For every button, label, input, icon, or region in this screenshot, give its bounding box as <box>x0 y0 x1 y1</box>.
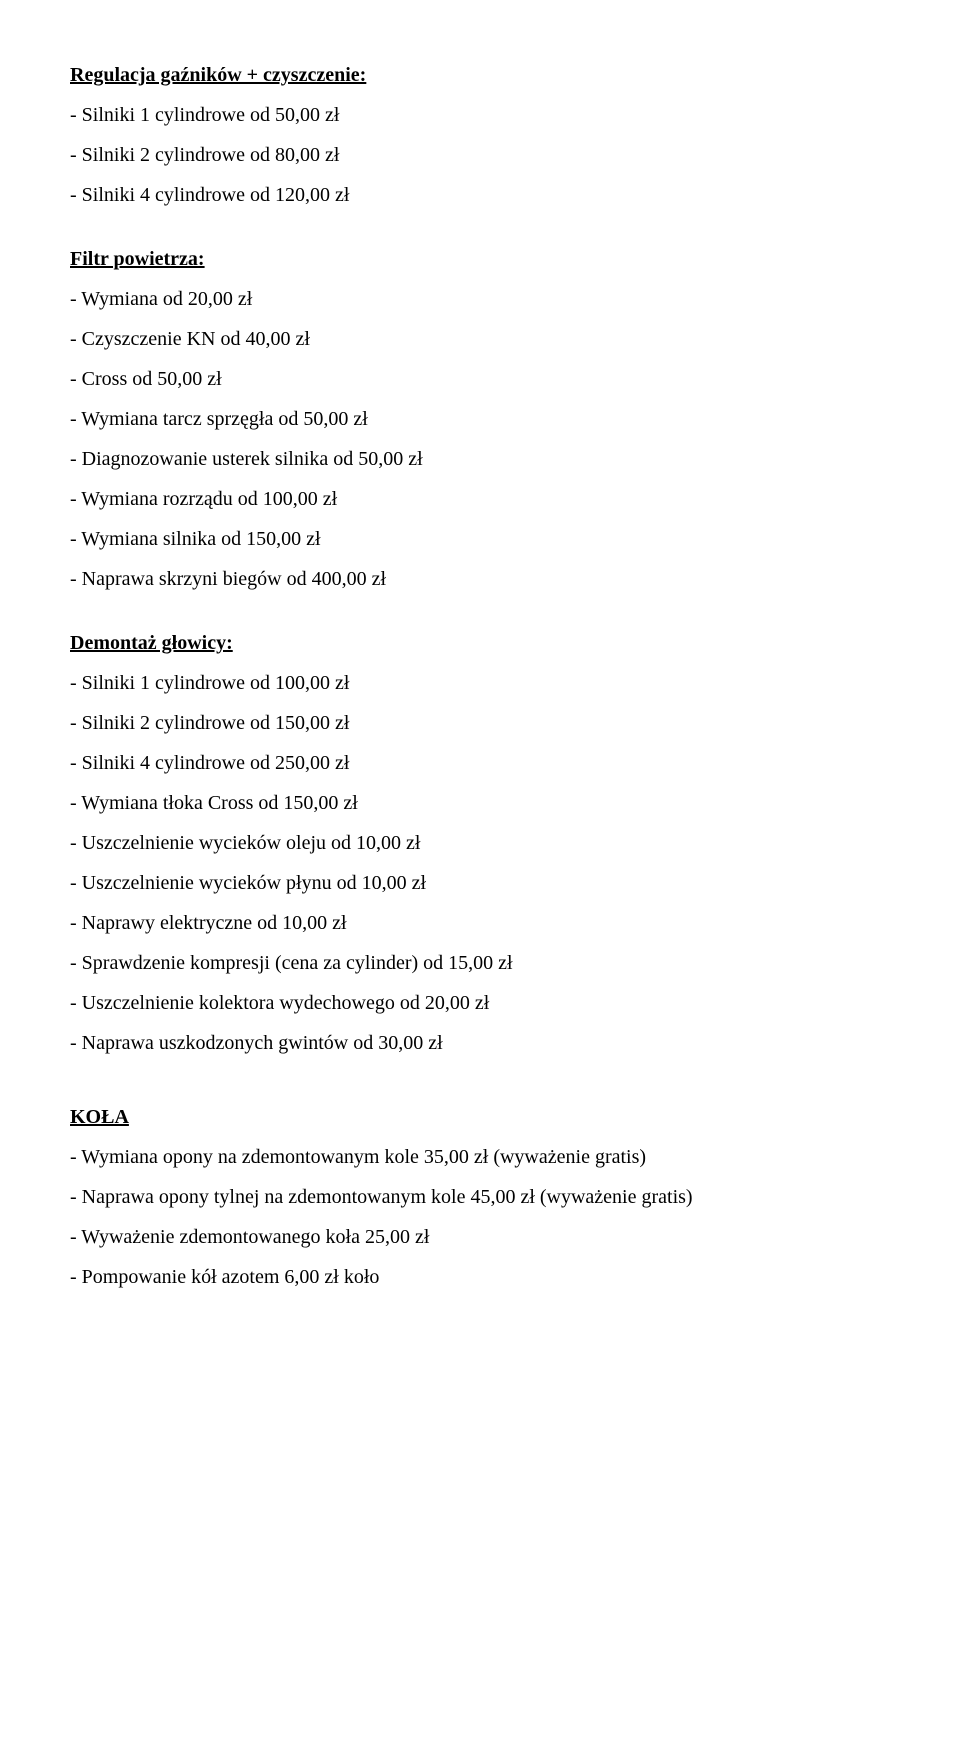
section-heading-airfilter: Filtr powietrza: <box>70 244 890 274</box>
price-line: - Pompowanie kół azotem 6,00 zł koło <box>70 1262 890 1292</box>
price-line: - Naprawa skrzyni biegów od 400,00 zł <box>70 564 890 594</box>
price-line: - Uszczelnienie wycieków oleju od 10,00 … <box>70 828 890 858</box>
price-line: - Silniki 2 cylindrowe od 150,00 zł <box>70 708 890 738</box>
price-line: - Silniki 1 cylindrowe od 100,00 zł <box>70 668 890 698</box>
price-line: - Wymiana silnika od 150,00 zł <box>70 524 890 554</box>
price-line: - Wymiana od 20,00 zł <box>70 284 890 314</box>
section-heading-head: Demontaż głowicy: <box>70 628 890 658</box>
price-line: - Diagnozowanie usterek silnika od 50,00… <box>70 444 890 474</box>
price-line: - Naprawy elektryczne od 10,00 zł <box>70 908 890 938</box>
price-line: - Wymiana tłoka Cross od 150,00 zł <box>70 788 890 818</box>
price-line: - Naprawa uszkodzonych gwintów od 30,00 … <box>70 1028 890 1058</box>
price-line: - Wyważenie zdemontowanego koła 25,00 zł <box>70 1222 890 1252</box>
price-line: - Silniki 4 cylindrowe od 120,00 zł <box>70 180 890 210</box>
price-line: - Silniki 1 cylindrowe od 50,00 zł <box>70 100 890 130</box>
section-heading-wheels: KOŁA <box>70 1102 890 1132</box>
price-line: - Silniki 2 cylindrowe od 80,00 zł <box>70 140 890 170</box>
price-line: - Naprawa opony tylnej na zdemontowanym … <box>70 1182 890 1212</box>
price-line: - Wymiana opony na zdemontowanym kole 35… <box>70 1142 890 1172</box>
price-line: - Silniki 4 cylindrowe od 250,00 zł <box>70 748 890 778</box>
price-line: - Wymiana rozrządu od 100,00 zł <box>70 484 890 514</box>
price-line: - Cross od 50,00 zł <box>70 364 890 394</box>
price-line: - Wymiana tarcz sprzęgła od 50,00 zł <box>70 404 890 434</box>
price-line: - Sprawdzenie kompresji (cena za cylinde… <box>70 948 890 978</box>
price-line: - Uszczelnienie wycieków płynu od 10,00 … <box>70 868 890 898</box>
price-line: - Czyszczenie KN od 40,00 zł <box>70 324 890 354</box>
section-heading-carburetor: Regulacja gaźników + czyszczenie: <box>70 60 890 90</box>
price-line: - Uszczelnienie kolektora wydechowego od… <box>70 988 890 1018</box>
